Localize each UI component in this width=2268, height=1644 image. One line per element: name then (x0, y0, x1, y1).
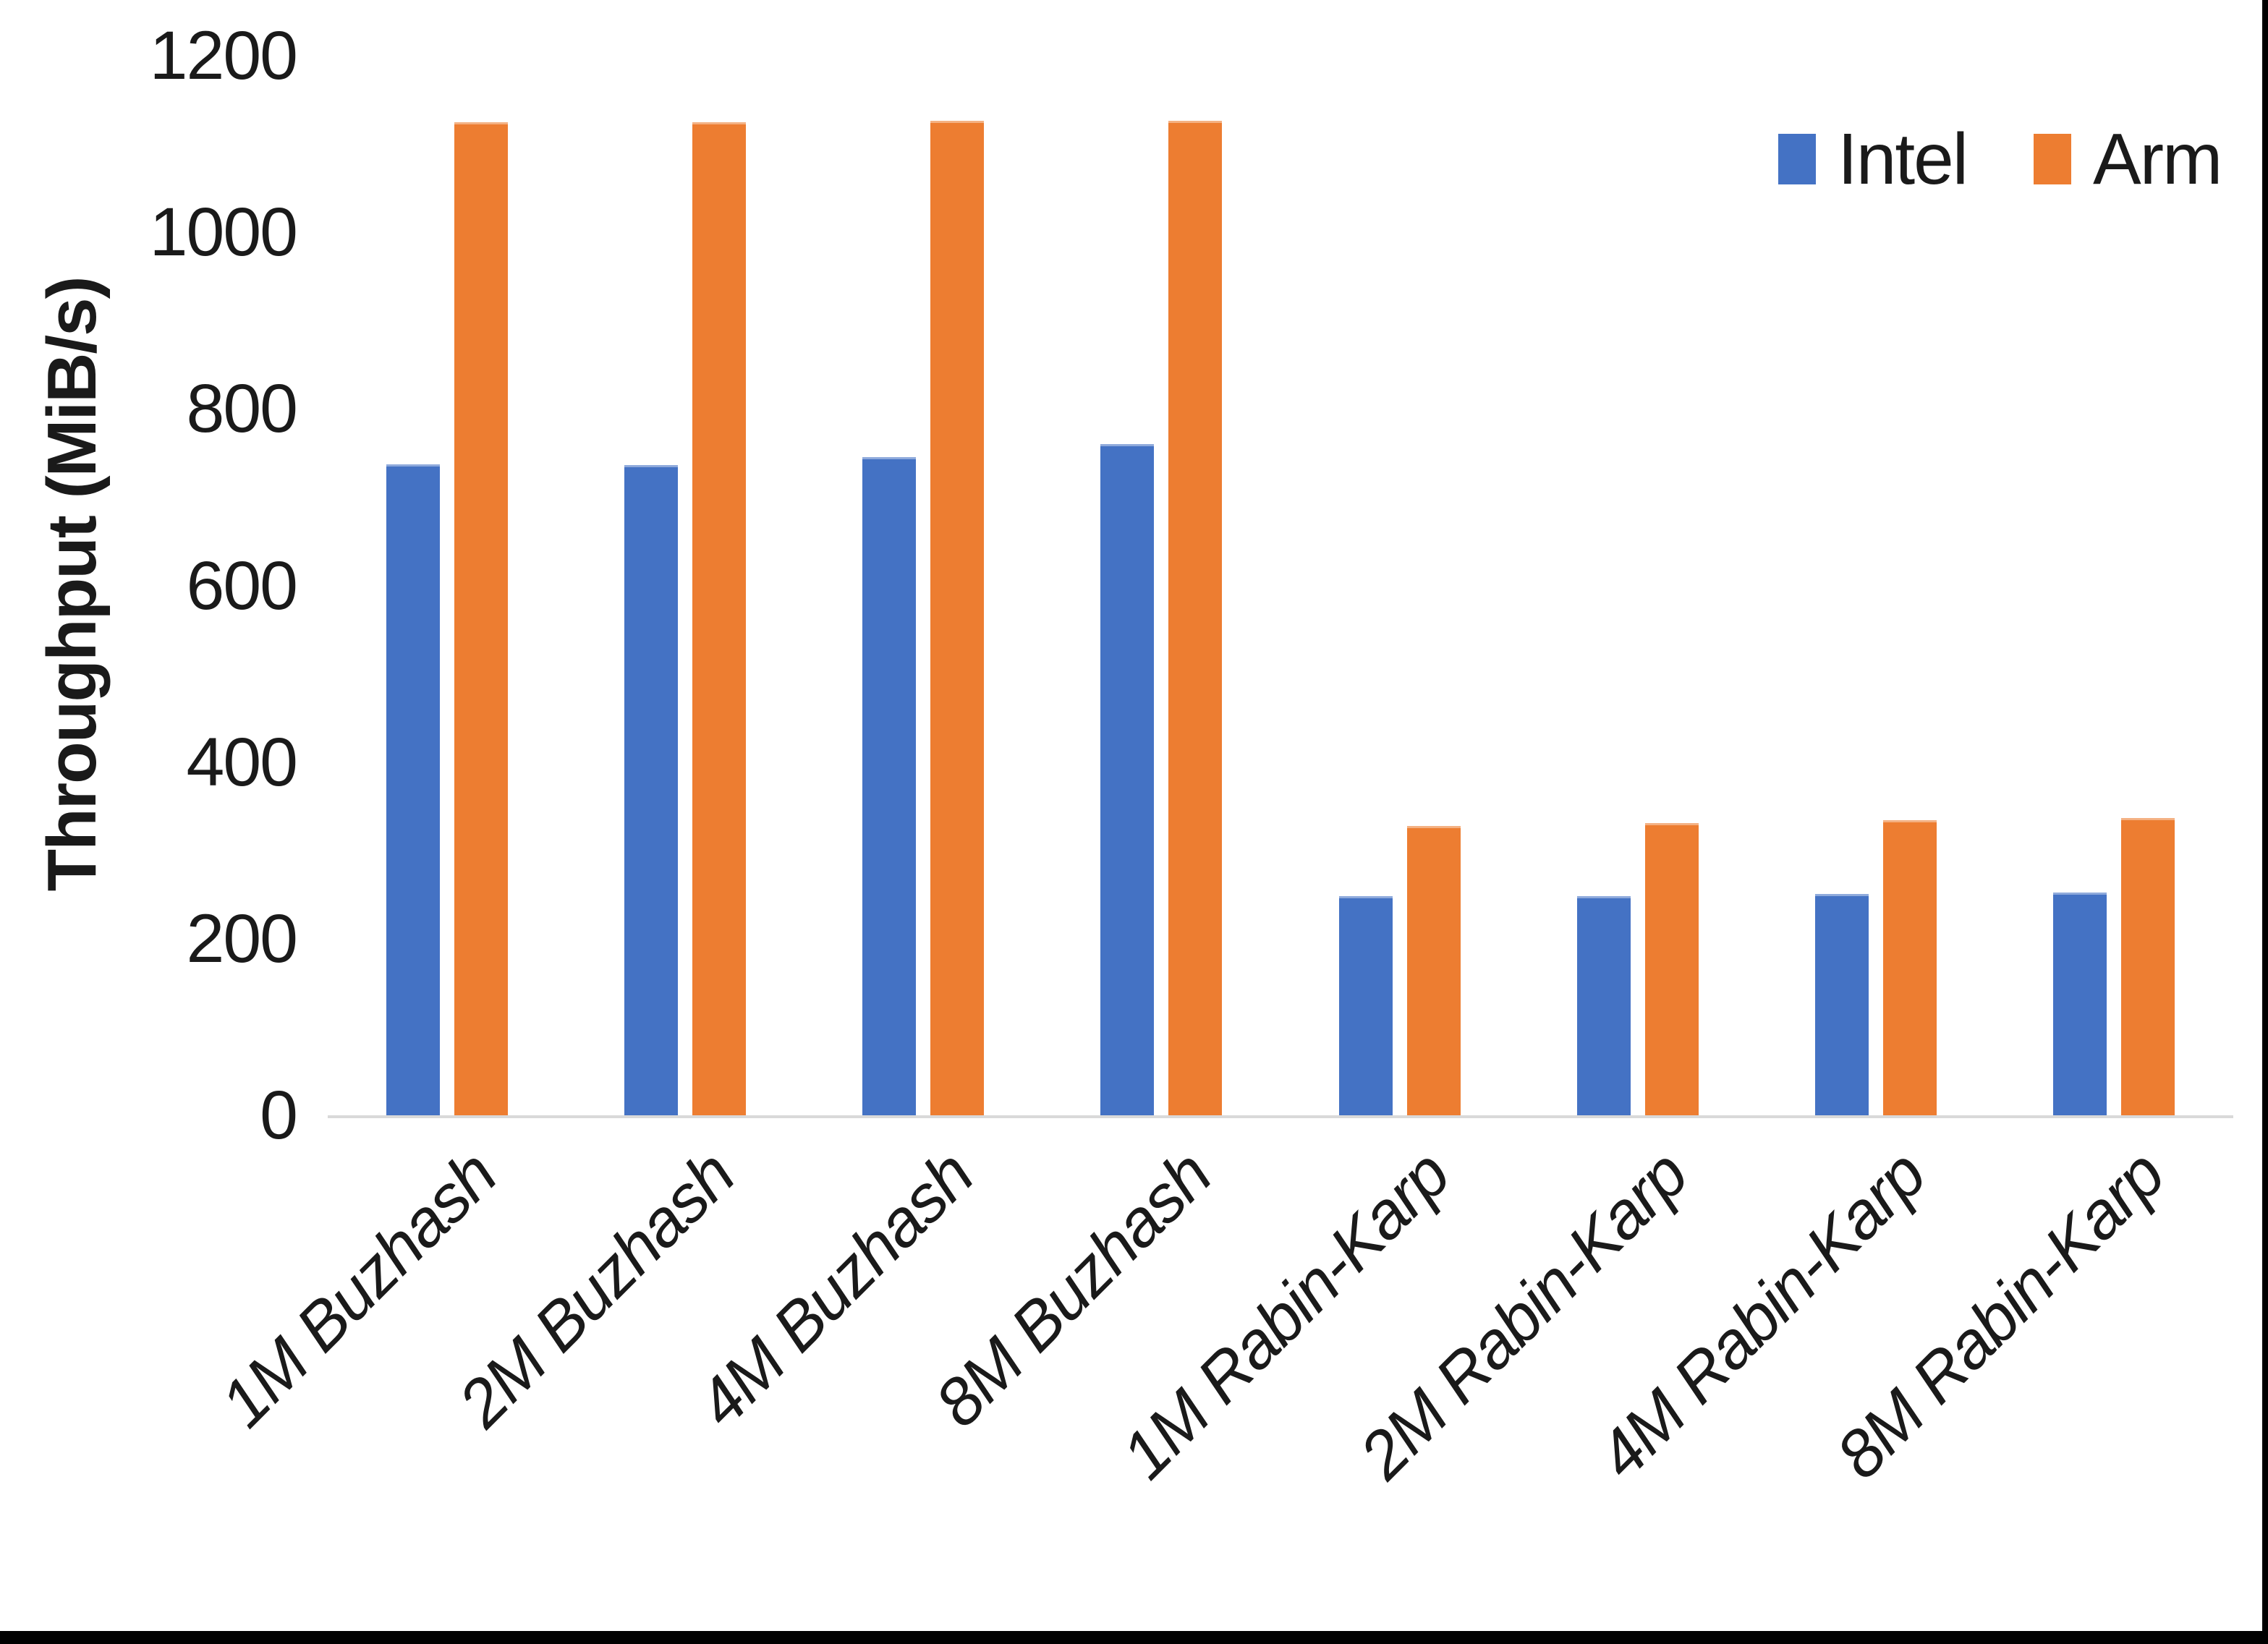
legend: Intel Arm (1778, 119, 2222, 200)
legend-label-intel: Intel (1838, 119, 1968, 200)
bar-arm-1m-rabin-karp (1406, 825, 1461, 1115)
bar-intel-8m-buzhash (1100, 444, 1155, 1115)
y-tick-label-800: 800 (186, 370, 298, 448)
bar-intel-2m-rabin-karp (1576, 896, 1631, 1115)
legend-swatch-intel (1778, 134, 1816, 184)
bar-arm-8m-buzhash (1168, 121, 1223, 1115)
legend-swatch-arm (2034, 134, 2072, 184)
legend-item-arm: Arm (2034, 119, 2222, 200)
legend-item-intel: Intel (1778, 119, 1968, 200)
bar-intel-4m-buzhash (862, 457, 917, 1115)
y-tick-label-600: 600 (186, 547, 298, 624)
bar-intel-1m-buzhash (386, 464, 440, 1115)
y-tick-label-1000: 1000 (149, 194, 298, 271)
y-tick-label-200: 200 (186, 900, 298, 977)
bar-arm-2m-buzhash (692, 122, 746, 1115)
legend-label-arm: Arm (2093, 119, 2222, 200)
bar-intel-1m-rabin-karp (1338, 896, 1393, 1115)
bar-arm-4m-rabin-karp (1883, 820, 1937, 1115)
y-tick-label-400: 400 (186, 723, 298, 801)
bar-arm-8m-rabin-karp (2121, 817, 2175, 1115)
bar-arm-2m-rabin-karp (1644, 822, 1699, 1115)
bar-intel-8m-rabin-karp (2053, 893, 2107, 1115)
window-edge-right (2262, 0, 2268, 1644)
bar-arm-1m-buzhash (454, 122, 508, 1115)
y-tick-label-1200: 1200 (149, 17, 298, 94)
window-edge-bottom (0, 1631, 2268, 1644)
y-tick-label-0: 0 (260, 1077, 298, 1154)
bar-arm-4m-buzhash (930, 121, 985, 1115)
x-axis-line (328, 1115, 2233, 1118)
bar-intel-4m-rabin-karp (1815, 893, 1869, 1115)
bar-intel-2m-buzhash (624, 465, 678, 1115)
